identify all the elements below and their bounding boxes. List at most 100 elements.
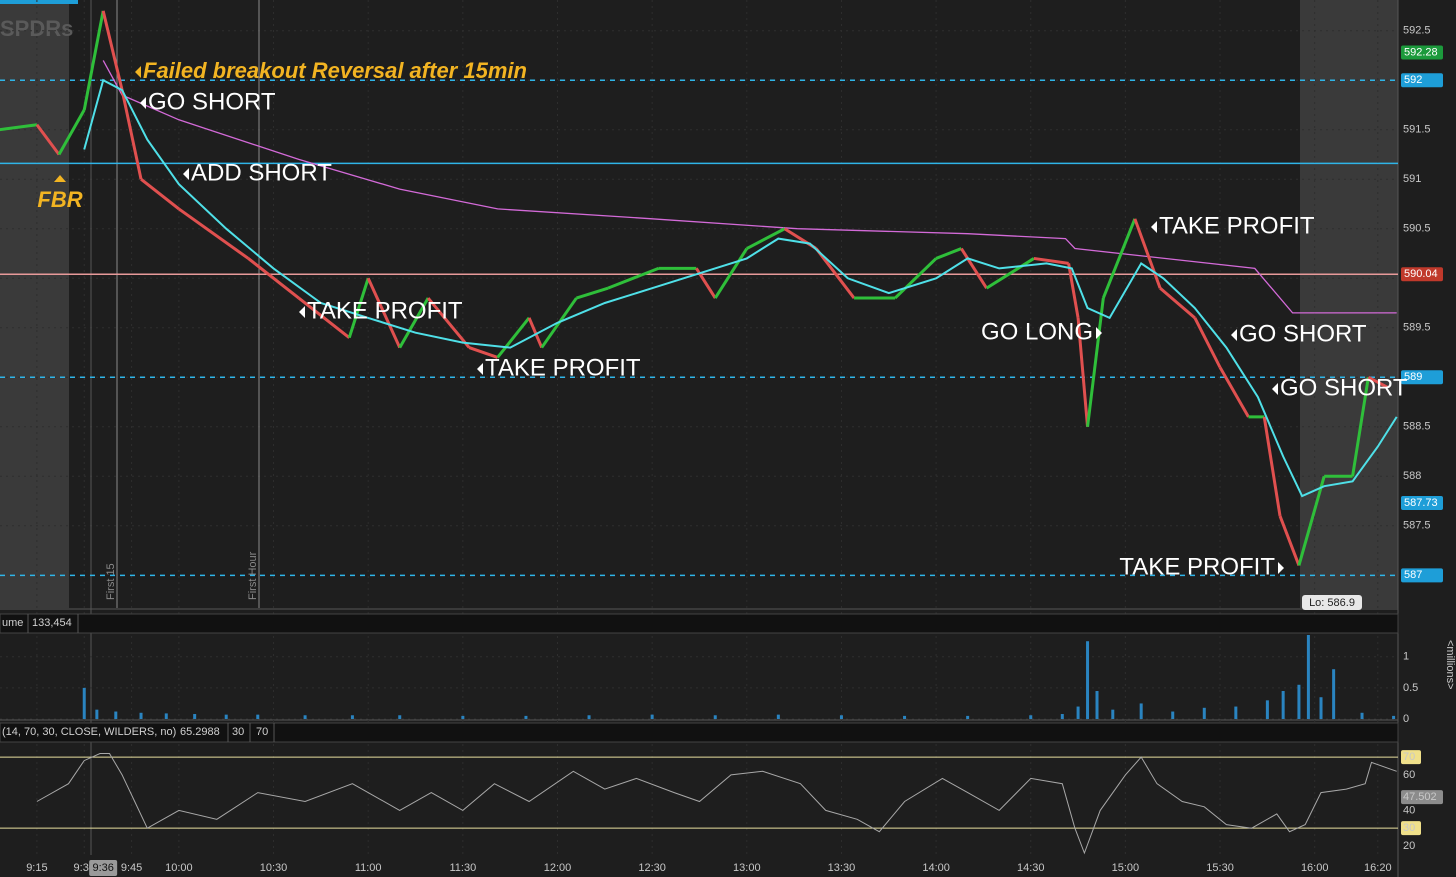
volume-bar <box>82 687 86 719</box>
x-tick-label: 15:00 <box>1112 862 1140 874</box>
annotation: ADD SHORT <box>191 159 332 186</box>
volume-bar <box>776 714 780 719</box>
cursor-badge <box>89 860 118 876</box>
volume-bar <box>903 715 907 719</box>
y-tick-label: 589.5 <box>1403 322 1431 334</box>
x-tick-label: 9:15 <box>26 862 47 874</box>
ema-line <box>83 78 1398 498</box>
volume-bar <box>461 715 465 719</box>
cursor-label: 9:36 <box>92 862 113 874</box>
price-segment <box>1133 218 1162 289</box>
price-tag <box>1401 73 1443 88</box>
study-marker: First 15 <box>105 563 117 600</box>
price-segment <box>527 317 544 349</box>
price-segment <box>297 296 351 339</box>
rsi-line <box>36 753 1397 855</box>
price-segment <box>746 227 786 250</box>
price-segment <box>575 286 609 300</box>
price-segment <box>1193 317 1222 369</box>
x-tick-label: 12:30 <box>638 862 666 874</box>
volume-bar <box>303 715 307 719</box>
x-tick-label: 10:30 <box>260 862 288 874</box>
volume-bar <box>256 714 260 719</box>
annotation-arrow <box>1278 562 1284 574</box>
annotation-arrow <box>183 168 189 180</box>
volume-bar <box>139 712 143 719</box>
volume-bar <box>1060 714 1064 719</box>
price-segment <box>366 277 402 349</box>
price-segment <box>496 316 531 359</box>
y-tick-label: 0 <box>1403 713 1409 725</box>
price-segment <box>1297 475 1326 566</box>
volume-unit: <millions> <box>1444 640 1456 690</box>
y-tick-label: 40 <box>1403 804 1415 816</box>
volume-bar <box>1139 703 1143 719</box>
rsi-header: (14, 70, 30, CLOSE, WILDERS, no) <box>2 726 176 738</box>
tick-badge <box>1401 790 1443 805</box>
rsi-header: 65.2988 <box>180 726 220 738</box>
volume-bar <box>839 715 843 719</box>
price-segment <box>1351 377 1370 477</box>
price-segment <box>985 257 1035 290</box>
x-tick-label: 16:00 <box>1301 862 1329 874</box>
volume-bar <box>1111 709 1115 719</box>
volume-bar <box>1306 635 1310 719</box>
price-segment <box>140 178 180 211</box>
annotation: TAKE PROFIT <box>307 297 463 324</box>
y-tick-label: 30 <box>1403 822 1415 834</box>
volume-value: 133,454 <box>32 617 72 629</box>
x-tick-label: 13:30 <box>828 862 856 874</box>
price-segment <box>468 346 499 359</box>
x-tick-label: 10:00 <box>165 862 193 874</box>
annotation-arrow <box>1151 221 1157 233</box>
price-segment <box>713 247 749 299</box>
volume-bar <box>350 715 354 719</box>
volume-bar <box>1281 691 1285 719</box>
panel-header <box>0 722 1399 743</box>
price-segment <box>1101 218 1137 299</box>
annotation-arrow <box>477 363 483 375</box>
vwap-line <box>102 60 1397 314</box>
y-tick-label: 588 <box>1403 470 1421 482</box>
volume-bar <box>1202 707 1206 719</box>
x-tick-label: 11:30 <box>449 862 476 874</box>
tick-badge <box>1401 821 1421 836</box>
x-tick-label: 9:45 <box>121 862 142 874</box>
price-segment <box>247 257 300 300</box>
volume-bar <box>1297 684 1301 719</box>
price-segment <box>1262 416 1282 517</box>
premarket-shade <box>0 0 69 608</box>
price-tag-label: 587 <box>1404 569 1422 581</box>
tab-indicator <box>0 0 78 4</box>
price-tag <box>1401 45 1443 60</box>
price-segment <box>101 10 124 91</box>
annotation: TAKE PROFIT <box>1159 212 1315 239</box>
price-segment <box>815 247 856 299</box>
annotation: TAKE PROFIT <box>1119 553 1275 580</box>
volume-bar <box>1171 711 1175 719</box>
price-segment <box>35 123 61 156</box>
low-badge <box>1302 595 1362 610</box>
volume-bar <box>164 713 168 719</box>
y-tick-label: 590.5 <box>1403 223 1431 235</box>
volume-bar <box>114 711 118 719</box>
price-segment <box>82 10 105 111</box>
price-tag-label: 587.73 <box>1404 497 1438 509</box>
volume-bar <box>1265 700 1269 719</box>
price-segment <box>1218 366 1250 418</box>
price-tag-label: 592 <box>1404 74 1422 86</box>
annotation-arrow <box>299 306 305 318</box>
price-tag-label: 592.28 <box>1404 46 1438 58</box>
rsi-header: 70 <box>256 726 268 738</box>
x-tick-label: 13:00 <box>733 862 761 874</box>
volume-bar <box>1076 706 1080 719</box>
annotation-arrow <box>135 66 141 78</box>
annotation-arrow <box>54 175 66 182</box>
price-segment <box>347 277 370 339</box>
annotation-arrow <box>1096 327 1102 339</box>
volume-bar <box>524 715 528 719</box>
volume-bar <box>1332 669 1336 719</box>
price-segment <box>178 207 250 260</box>
volume-bar <box>1095 691 1099 719</box>
